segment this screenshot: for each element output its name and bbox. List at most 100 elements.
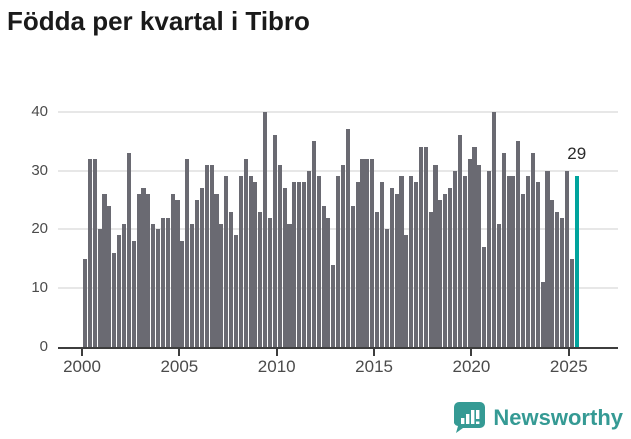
bar: [394, 194, 399, 347]
bar: [287, 223, 292, 347]
chart-title: Födda per kvartal i Tibro: [7, 6, 310, 36]
bar: [209, 164, 214, 347]
bar: [253, 182, 258, 347]
bar: [462, 176, 467, 347]
y-axis-tick-label: 20: [31, 220, 48, 238]
bar: [258, 211, 263, 347]
x-axis-tick: [567, 349, 570, 356]
bar: [214, 194, 219, 347]
highlighted-bar: [574, 176, 579, 347]
bar: [477, 164, 482, 347]
bar: [560, 217, 565, 347]
bar: [263, 111, 268, 347]
bar: [472, 147, 477, 347]
bar: [185, 158, 190, 347]
bar: [199, 188, 204, 347]
x-axis-tick: [178, 349, 181, 356]
x-axis-tick: [373, 349, 376, 356]
bar: [175, 200, 180, 347]
bar: [238, 176, 243, 347]
bar: [457, 135, 462, 347]
bar: [350, 205, 355, 347]
x-axis-tick-label: 2025: [549, 357, 588, 376]
bar: [482, 247, 487, 347]
y-axis-tick-label: 30: [31, 161, 48, 179]
bar: [272, 135, 277, 347]
x-axis-tick-label: 2015: [355, 357, 393, 376]
bar: [126, 152, 131, 347]
bar: [418, 147, 423, 347]
x-axis-line: [58, 347, 618, 349]
bar: [521, 194, 526, 347]
bar: [316, 176, 321, 347]
bar: [404, 235, 409, 347]
y-gridline: [58, 110, 618, 113]
bar: [569, 258, 574, 347]
bar: [341, 164, 346, 347]
bar: [491, 111, 496, 347]
bar: [452, 170, 458, 347]
bar: [248, 176, 253, 347]
bar: [384, 229, 389, 347]
bar: [540, 282, 545, 347]
bar: [496, 223, 501, 347]
bar: [438, 200, 443, 347]
bar: [302, 182, 307, 347]
bar: [360, 158, 365, 347]
bar: [229, 211, 234, 347]
x-axis-tick: [470, 349, 473, 356]
bar: [331, 264, 336, 347]
bar: [311, 141, 316, 347]
newsworthy-logo[interactable]: Newsworthy: [453, 401, 623, 434]
x-axis-tick-label: 2000: [63, 357, 101, 376]
x-axis-tick-label: 2005: [160, 357, 199, 376]
bar: [219, 223, 224, 347]
bar: [555, 211, 560, 347]
bar: [194, 200, 200, 347]
bar: [414, 182, 419, 347]
bar: [375, 211, 380, 347]
bar: [448, 188, 453, 347]
bar: [165, 217, 170, 347]
bar: [530, 152, 535, 347]
bar: [233, 235, 238, 347]
y-gridline: [58, 169, 618, 172]
x-axis-tick-label: 2020: [452, 357, 491, 376]
bar: [112, 252, 117, 347]
bar: [160, 217, 165, 347]
bar: [326, 217, 331, 347]
bar: [306, 170, 312, 347]
bar: [399, 176, 404, 347]
bar: [428, 211, 433, 347]
bar: [389, 188, 394, 347]
bar: [423, 147, 428, 347]
last-bar-value-label: 29: [567, 144, 587, 164]
bar: [379, 182, 385, 347]
bar: [190, 223, 195, 347]
bar: [141, 188, 146, 347]
newsworthy-logo-text: Newsworthy: [493, 404, 623, 430]
bar: [501, 152, 506, 347]
bar: [336, 176, 341, 347]
bar: [545, 170, 550, 347]
bar: [151, 223, 156, 347]
bar: [131, 241, 136, 347]
newsworthy-bar-chart-bubble-icon: [454, 402, 486, 433]
y-axis-tick-label: 40: [31, 102, 48, 120]
bar: [83, 258, 88, 347]
bar: [156, 229, 161, 347]
bar: [87, 158, 92, 347]
bar: [243, 158, 248, 347]
x-axis-tick: [275, 349, 278, 356]
bar: [92, 158, 97, 347]
bar: [297, 182, 302, 347]
bar: [277, 164, 282, 347]
bar: [180, 241, 185, 347]
bar: [365, 158, 370, 347]
x-axis-tick-label: 2010: [257, 357, 296, 376]
bar: [487, 170, 492, 347]
bar: [564, 170, 570, 347]
bar: [355, 182, 360, 347]
bar: [535, 182, 540, 347]
